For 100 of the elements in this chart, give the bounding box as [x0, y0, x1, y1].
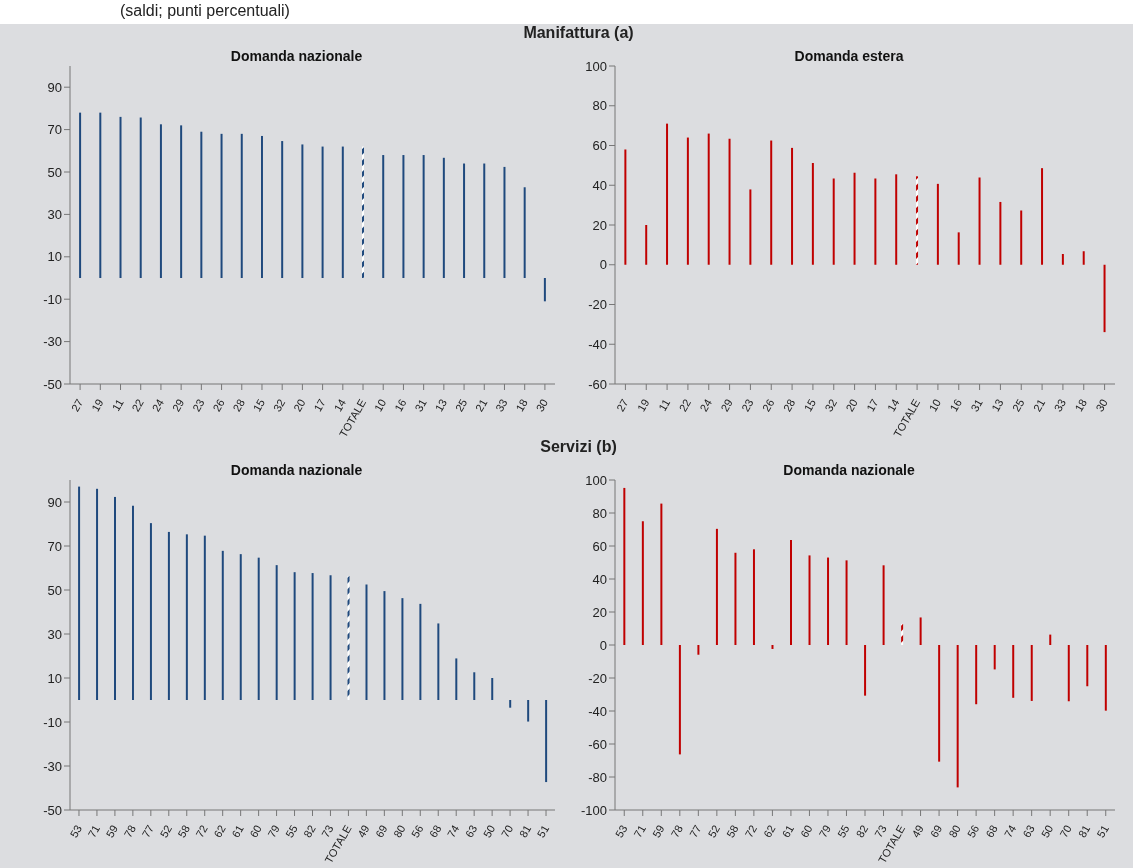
x-tick-label: 13: [432, 397, 450, 414]
x-tick-label: 74: [444, 823, 462, 840]
bar: [509, 700, 512, 708]
bar: [503, 166, 506, 278]
bar: [957, 232, 960, 265]
x-tick-label: 13: [989, 397, 1006, 414]
y-tick-label: 20: [592, 217, 607, 233]
x-tick-label: 23: [190, 397, 207, 414]
x-tick-label: 62: [211, 823, 228, 840]
bar: [624, 149, 627, 265]
x-tick-label: 61: [229, 823, 246, 840]
x-tick-label: 60: [247, 823, 264, 840]
y-tick-label: -30: [43, 334, 62, 350]
bar: [882, 565, 885, 645]
bar: [78, 486, 81, 700]
bar: [301, 144, 304, 278]
y-tick-label: 80: [592, 505, 607, 521]
x-tick-label: 55: [835, 823, 852, 840]
x-tick-label: 16: [392, 397, 409, 414]
x-tick-label: 55: [283, 823, 300, 840]
bar: [220, 133, 223, 278]
y-tick-label: -50: [43, 802, 62, 818]
bar: [221, 550, 224, 700]
x-tick-label: 74: [1001, 823, 1019, 840]
bar: [936, 183, 939, 265]
bar: [293, 572, 296, 700]
y-tick-label: -80: [588, 769, 607, 785]
bar: [1020, 210, 1023, 265]
x-tick-label: 69: [373, 823, 390, 840]
bar: [919, 617, 922, 645]
x-tick-label: 27: [614, 397, 631, 414]
x-tick-label: 69: [927, 823, 945, 840]
x-tick-label: 31: [412, 397, 429, 414]
x-tick-label: 15: [250, 397, 268, 414]
y-tick-label: -10: [43, 291, 62, 307]
y-tick-label: -100: [580, 802, 607, 818]
x-tick-label: 68: [426, 823, 444, 840]
x-tick-label: 20: [291, 397, 308, 414]
bar: [999, 201, 1002, 265]
bar: [491, 678, 494, 700]
bar: [1104, 645, 1107, 711]
x-tick-label: 59: [103, 823, 121, 840]
bar: [382, 155, 385, 278]
x-tick-label: 81: [516, 823, 534, 840]
x-tick-label: 58: [175, 823, 192, 840]
x-tick-label: 70: [1057, 823, 1074, 840]
bar: [623, 487, 626, 645]
bar: [79, 112, 82, 278]
bar: [341, 146, 344, 278]
bar: [1086, 645, 1089, 687]
chart-title: Domanda nazionale: [229, 462, 364, 478]
bar: [660, 503, 663, 645]
y-tick-label: -30: [43, 758, 62, 774]
bar: [99, 112, 102, 278]
bar: [281, 141, 284, 278]
x-tick-label: 30: [1093, 397, 1110, 414]
bar: [734, 552, 737, 645]
chart-title: Domanda estera: [794, 48, 904, 64]
bar: [437, 623, 440, 700]
y-tick-label: 90: [47, 79, 62, 95]
x-tick-label: 17: [864, 397, 881, 414]
x-tick-label: 49: [355, 823, 372, 840]
x-tick-label: 51: [1094, 823, 1111, 840]
bar: [362, 146, 365, 278]
x-tick-label: 58: [724, 823, 741, 840]
x-tick-label: 80: [946, 823, 963, 840]
y-tick-label: 80: [592, 98, 607, 114]
x-tick-label: 10: [926, 397, 944, 414]
y-tick-label: -20: [588, 670, 607, 686]
bar: [770, 140, 773, 265]
y-tick-label: 0: [599, 257, 607, 273]
bar: [239, 554, 242, 700]
text: (saldi; punti percentuali): [120, 2, 290, 19]
bar: [240, 133, 243, 278]
x-tick-label: 29: [169, 397, 187, 414]
x-tick-label: 49: [909, 823, 926, 840]
x-tick-label: 16: [947, 397, 964, 414]
bar: [383, 591, 386, 700]
bar: [455, 658, 458, 700]
x-tick-label: 71: [631, 823, 648, 840]
x-tick-label: 11: [656, 397, 673, 413]
text: Manifattura (a): [522, 24, 635, 43]
x-tick-label: 32: [270, 397, 288, 414]
x-tick-label: 18: [1072, 397, 1089, 414]
bar: [275, 565, 278, 700]
y-tick-label: -20: [588, 297, 607, 313]
bar: [483, 163, 486, 278]
y-tick-label: 0: [599, 637, 607, 653]
bar: [874, 178, 877, 265]
bar: [845, 560, 848, 645]
bar: [678, 645, 681, 755]
bar: [167, 531, 170, 700]
x-tick-label: 18: [513, 397, 530, 414]
x-tick-label: 24: [149, 397, 167, 414]
bar: [790, 539, 792, 645]
x-tick-label: 59: [649, 823, 667, 840]
y-tick-label: 10: [47, 670, 62, 686]
x-tick-label: 25: [452, 397, 470, 414]
bar: [401, 598, 404, 700]
bar: [260, 135, 263, 278]
